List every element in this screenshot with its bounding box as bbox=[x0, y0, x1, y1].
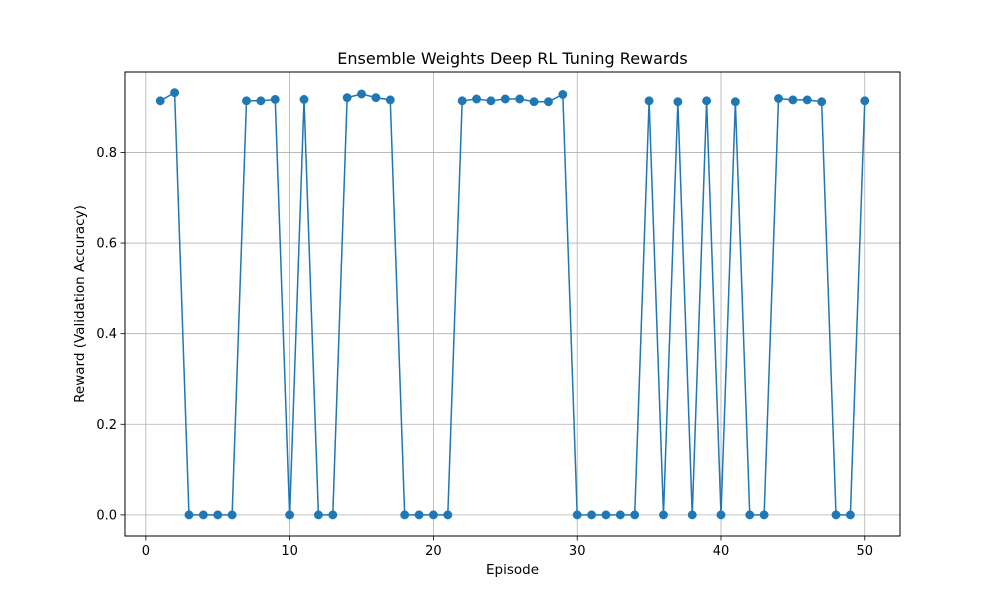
data-point bbox=[644, 96, 654, 106]
y-tick-label: 0.4 bbox=[96, 327, 117, 342]
data-point bbox=[673, 97, 683, 107]
data-point bbox=[630, 510, 640, 520]
data-point bbox=[860, 96, 870, 106]
x-axis-label: Episode bbox=[486, 562, 539, 578]
data-point bbox=[457, 96, 467, 106]
x-tick-label: 50 bbox=[856, 544, 873, 559]
data-point bbox=[443, 510, 453, 520]
x-tick-label: 30 bbox=[569, 544, 586, 559]
y-tick-label: 0.2 bbox=[96, 418, 117, 433]
data-point bbox=[845, 510, 855, 520]
y-axis-label: Reward (Validation Accuracy) bbox=[72, 205, 88, 403]
x-tick-label: 20 bbox=[425, 544, 442, 559]
data-point bbox=[155, 96, 165, 106]
data-point bbox=[500, 94, 510, 104]
data-point bbox=[817, 97, 827, 107]
data-point bbox=[342, 93, 352, 103]
data-point bbox=[357, 89, 366, 99]
data-point bbox=[558, 90, 568, 99]
data-point bbox=[486, 96, 496, 106]
data-point bbox=[428, 510, 438, 520]
x-axis-ticks: 0 10 20 30 40 50 bbox=[142, 536, 873, 559]
data-point bbox=[730, 97, 740, 107]
x-tick-label: 0 bbox=[142, 544, 150, 559]
data-point bbox=[615, 510, 625, 520]
data-point bbox=[774, 94, 783, 103]
data-point bbox=[385, 95, 395, 105]
data-point bbox=[414, 510, 424, 520]
x-tick-label: 10 bbox=[281, 544, 298, 559]
data-point bbox=[328, 510, 338, 520]
data-point bbox=[472, 94, 482, 104]
y-axis-ticks: 0.0 0.2 0.4 0.6 0.8 bbox=[96, 146, 125, 523]
data-point bbox=[313, 510, 323, 520]
data-point bbox=[543, 97, 553, 107]
data-point bbox=[659, 510, 668, 520]
data-point bbox=[371, 93, 381, 103]
data-point bbox=[213, 510, 223, 520]
data-point bbox=[745, 510, 755, 520]
data-point bbox=[256, 96, 266, 106]
data-point bbox=[227, 510, 237, 520]
x-tick-label: 40 bbox=[713, 544, 730, 559]
data-point bbox=[601, 510, 611, 520]
series-line bbox=[159, 91, 866, 516]
data-point bbox=[572, 510, 582, 520]
y-tick-label: 0.8 bbox=[96, 146, 117, 161]
chart-title: Ensemble Weights Deep RL Tuning Rewards bbox=[337, 49, 687, 68]
data-point bbox=[242, 96, 251, 106]
data-point bbox=[170, 88, 180, 98]
y-tick-label: 0.0 bbox=[96, 508, 117, 523]
data-point bbox=[716, 510, 726, 520]
data-point bbox=[529, 97, 539, 107]
data-point bbox=[759, 510, 769, 520]
data-point bbox=[831, 510, 841, 520]
series-layer bbox=[155, 88, 870, 520]
data-point bbox=[400, 510, 410, 520]
data-point bbox=[270, 95, 280, 104]
data-point bbox=[198, 510, 208, 520]
data-point bbox=[184, 510, 194, 520]
data-point bbox=[285, 510, 295, 520]
y-tick-label: 0.6 bbox=[96, 237, 117, 252]
data-point bbox=[788, 95, 798, 105]
data-point bbox=[299, 95, 309, 104]
data-point bbox=[802, 95, 812, 105]
plot-frame bbox=[124, 71, 901, 537]
data-point bbox=[687, 510, 697, 520]
data-point bbox=[587, 510, 597, 520]
data-point bbox=[702, 96, 712, 106]
grid bbox=[125, 72, 900, 536]
data-point bbox=[515, 94, 525, 104]
